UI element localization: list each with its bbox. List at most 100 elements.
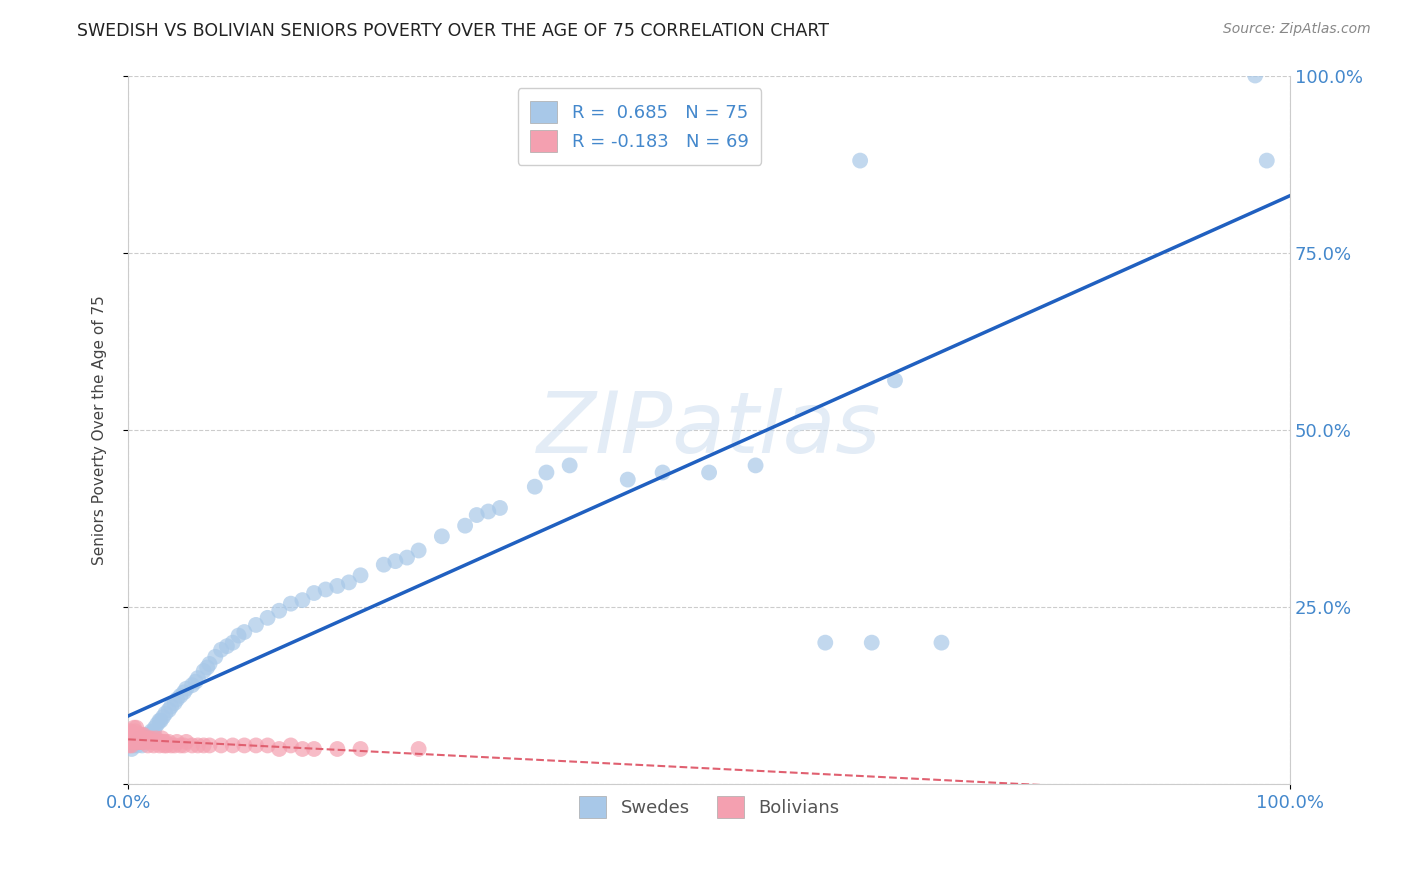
Point	[127, 735, 149, 749]
Point	[174, 735, 197, 749]
Point	[134, 731, 156, 746]
Legend: Swedes, Bolivians: Swedes, Bolivians	[572, 789, 846, 825]
Point	[128, 735, 150, 749]
Point	[146, 717, 169, 731]
Point	[384, 554, 406, 568]
Point	[454, 518, 477, 533]
Point	[124, 724, 146, 739]
Point	[121, 742, 143, 756]
Point	[146, 735, 169, 749]
Point	[132, 735, 155, 749]
Point	[131, 739, 153, 753]
Point	[849, 153, 872, 168]
Point	[256, 739, 278, 753]
Point	[233, 625, 256, 640]
Point	[136, 729, 159, 743]
Point	[349, 742, 371, 756]
Point	[120, 724, 142, 739]
Text: ZIPatlas: ZIPatlas	[537, 389, 882, 472]
Point	[169, 689, 191, 703]
Point	[697, 466, 720, 480]
Point	[302, 586, 325, 600]
Point	[128, 728, 150, 742]
Point	[139, 735, 162, 749]
Point	[128, 735, 150, 749]
Point	[181, 678, 204, 692]
Point	[651, 466, 673, 480]
Text: Source: ZipAtlas.com: Source: ZipAtlas.com	[1223, 22, 1371, 37]
Point	[269, 604, 291, 618]
Point	[280, 597, 302, 611]
Point	[153, 739, 176, 753]
Point	[228, 629, 250, 643]
Point	[118, 728, 141, 742]
Point	[148, 739, 170, 753]
Point	[135, 731, 157, 746]
Point	[122, 739, 145, 753]
Point	[121, 735, 143, 749]
Point	[536, 466, 558, 480]
Point	[138, 731, 160, 746]
Point	[193, 664, 215, 678]
Point	[245, 618, 267, 632]
Point	[337, 575, 360, 590]
Point	[142, 735, 165, 749]
Point	[195, 660, 218, 674]
Point	[148, 714, 170, 728]
Point	[174, 681, 197, 696]
Point	[233, 739, 256, 753]
Point	[142, 739, 165, 753]
Point	[129, 735, 152, 749]
Point	[477, 504, 499, 518]
Point	[616, 473, 638, 487]
Point	[814, 635, 837, 649]
Point	[395, 550, 418, 565]
Point	[149, 714, 172, 728]
Point	[143, 721, 166, 735]
Point	[131, 735, 153, 749]
Point	[122, 721, 145, 735]
Y-axis label: Seniors Poverty Over the Age of 75: Seniors Poverty Over the Age of 75	[93, 295, 107, 565]
Point	[187, 671, 209, 685]
Point	[132, 728, 155, 742]
Point	[222, 635, 245, 649]
Point	[744, 458, 766, 473]
Point	[132, 731, 155, 746]
Point	[136, 739, 159, 753]
Point	[166, 735, 188, 749]
Point	[121, 731, 143, 746]
Point	[129, 728, 152, 742]
Point	[373, 558, 395, 572]
Point	[124, 735, 146, 749]
Point	[125, 735, 148, 749]
Point	[118, 739, 141, 753]
Point	[155, 739, 177, 753]
Point	[209, 642, 232, 657]
Point	[125, 731, 148, 746]
Point	[860, 635, 883, 649]
Point	[141, 731, 163, 746]
Point	[163, 696, 186, 710]
Point	[160, 699, 183, 714]
Point	[163, 739, 186, 753]
Point	[128, 731, 150, 746]
Point	[408, 543, 430, 558]
Point	[120, 735, 142, 749]
Point	[523, 480, 546, 494]
Point	[430, 529, 453, 543]
Point	[131, 731, 153, 746]
Point	[184, 674, 207, 689]
Point	[222, 739, 245, 753]
Point	[125, 721, 148, 735]
Point	[291, 742, 314, 756]
Point	[157, 703, 180, 717]
Point	[135, 728, 157, 742]
Point	[155, 735, 177, 749]
Point	[349, 568, 371, 582]
Point	[1256, 153, 1278, 168]
Point	[128, 735, 150, 749]
Point	[143, 735, 166, 749]
Point	[269, 742, 291, 756]
Point	[152, 710, 174, 724]
Point	[256, 611, 278, 625]
